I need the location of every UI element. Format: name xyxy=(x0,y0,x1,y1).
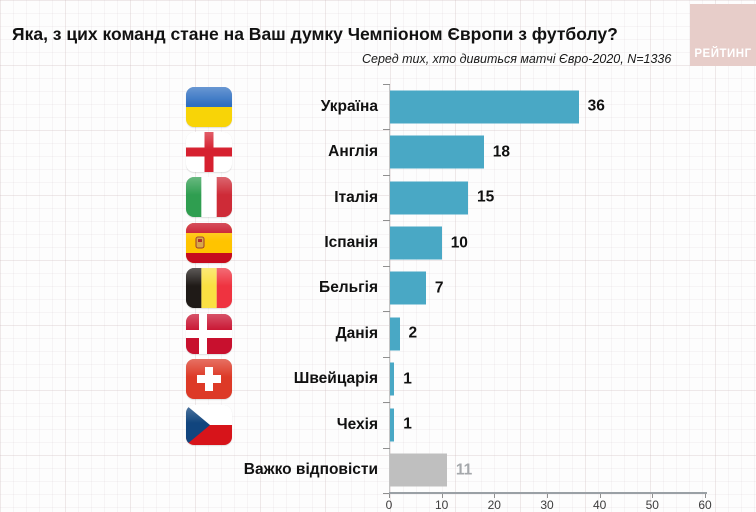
y-axis-ticks xyxy=(383,84,390,494)
bar-ukraine xyxy=(389,90,579,124)
x-tick-label: 60 xyxy=(698,498,712,512)
rating-group-logo: РЕЙТИНГ xyxy=(690,4,756,66)
value-label: 7 xyxy=(434,279,444,297)
x-tick-label: 0 xyxy=(385,498,393,512)
category-label: Данія xyxy=(335,324,378,342)
bar-england xyxy=(389,135,484,169)
denmark-flag-icon xyxy=(186,313,232,354)
y-axis-line xyxy=(389,84,390,493)
bar-switzerland xyxy=(389,362,395,396)
ukraine-flag-icon xyxy=(186,86,232,127)
row-czechia: Чехія 1 xyxy=(0,402,756,447)
chart-subtitle: Серед тих, хто дивиться матчі Євро-2020,… xyxy=(362,52,672,66)
spain-flag-icon xyxy=(186,222,232,263)
x-tick xyxy=(441,494,443,498)
bar-spain xyxy=(389,226,442,260)
row-hard-to-answer: Важко відповісти 11 xyxy=(0,448,756,493)
y-tick xyxy=(383,356,390,358)
x-tick-label: 40 xyxy=(593,498,607,512)
bar-belgium xyxy=(389,271,426,305)
logo-text: РЕЙТИНГ xyxy=(694,48,752,60)
category-label: Важко відповісти xyxy=(243,461,378,479)
x-axis: 0 10 20 30 40 50 60 xyxy=(385,494,712,512)
bar-italy xyxy=(389,181,468,215)
chart-title: Яка, з цих команд стане на Ваш думку Чем… xyxy=(12,24,618,44)
bar-hard-to-answer xyxy=(389,453,447,487)
x-tick xyxy=(599,494,601,498)
category-label: Англія xyxy=(328,143,378,161)
y-tick xyxy=(383,265,390,267)
row-italy: Італія 15 xyxy=(0,175,756,220)
y-tick xyxy=(383,447,390,449)
row-denmark: Данія 2 xyxy=(0,311,756,356)
y-tick xyxy=(383,311,390,313)
switzerland-flag-icon xyxy=(186,359,232,400)
category-label: Іспанія xyxy=(324,234,378,252)
england-flag-icon xyxy=(186,131,232,172)
value-label: 2 xyxy=(408,324,418,342)
category-label: Чехія xyxy=(336,415,378,433)
value-label: 11 xyxy=(455,461,473,479)
bar-rows: Україна 36 Англія 18 Італія 15 Іспанія 1… xyxy=(0,84,756,493)
y-tick xyxy=(383,84,390,85)
value-label: 1 xyxy=(403,415,412,433)
bar-czechia xyxy=(389,408,395,442)
y-tick xyxy=(383,493,390,494)
row-spain: Іспанія 10 xyxy=(0,220,756,265)
x-tick xyxy=(547,494,548,498)
category-label: Швейцарія xyxy=(293,370,378,388)
value-label: 10 xyxy=(450,234,468,252)
row-ukraine: Україна 36 xyxy=(0,84,756,129)
x-tick-label: 50 xyxy=(645,498,659,512)
x-tick xyxy=(652,494,654,498)
row-belgium: Бельгія 7 xyxy=(0,266,756,311)
x-axis-line xyxy=(389,492,707,494)
y-tick xyxy=(383,220,390,222)
belgium-flag-icon xyxy=(186,268,232,309)
y-tick xyxy=(383,402,390,404)
x-tick-label: 10 xyxy=(435,498,449,512)
category-label: Україна xyxy=(320,97,378,115)
value-label: 1 xyxy=(403,370,412,388)
y-tick xyxy=(383,129,390,131)
category-label: Бельгія xyxy=(319,279,378,297)
value-label: 18 xyxy=(492,143,511,161)
x-tick xyxy=(705,494,706,498)
x-tick xyxy=(494,494,496,498)
italy-flag-icon xyxy=(186,177,232,218)
row-england: Англія 18 xyxy=(0,129,756,174)
y-tick xyxy=(383,174,390,176)
x-tick xyxy=(389,494,390,498)
x-tick-label: 30 xyxy=(540,498,554,512)
czechia-flag-icon xyxy=(186,404,232,445)
value-label: 36 xyxy=(587,97,605,115)
row-switzerland: Швейцарія 1 xyxy=(0,357,756,402)
value-label: 15 xyxy=(477,188,495,206)
x-tick-label: 20 xyxy=(487,498,501,512)
category-label: Італія xyxy=(334,188,378,206)
bar-denmark xyxy=(389,317,400,351)
